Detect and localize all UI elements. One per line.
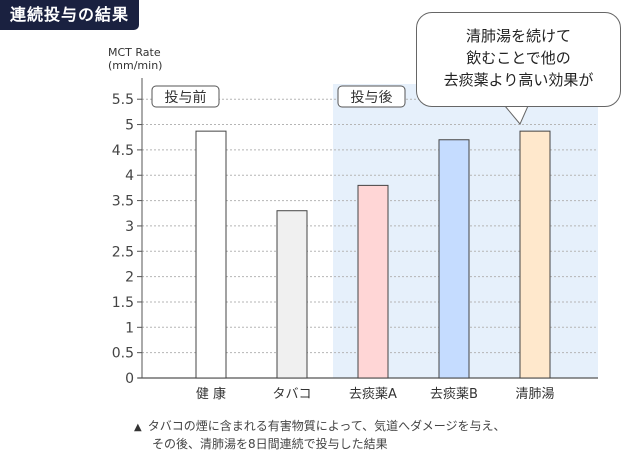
group-label-box-0	[151, 85, 220, 108]
y-tick-label-3: 1.5	[112, 295, 134, 311]
group-label-1: 投与後	[351, 90, 393, 106]
callout-bubble: 清肺湯を続けて 飲むことで他の 去痰薬より高い効果が	[416, 12, 621, 107]
callout-line-3: 去痰薬より高い効果が	[443, 71, 594, 89]
footnote: ▲ タバコの煙に含まれる有害物質によって、気道へダメージを与え、 その後、清肺湯を…	[134, 418, 506, 453]
group-label-0: 投与前	[165, 89, 207, 106]
bar-1	[276, 210, 308, 379]
x-tick-label-1: タバコ	[272, 387, 311, 402]
callout-line-2: 飲むことで他の	[466, 49, 571, 67]
group-label-box-1	[337, 85, 406, 108]
x-tick-label-4: 清肺湯	[515, 387, 554, 402]
y-tick-label-10: 5	[125, 118, 134, 134]
page-title: 連続投与の結果	[0, 0, 140, 30]
y-axis-label-line-2: (mm/min)	[108, 59, 162, 72]
y-tick-label-7: 3.5	[112, 194, 134, 210]
bar-0	[195, 130, 227, 379]
y-tick-label-9: 4.5	[112, 143, 134, 159]
callout-line-1: 清肺湯を続けて	[465, 27, 571, 45]
footnote-line-1: タバコの煙に含まれる有害物質によって、気道へダメージを与え、	[147, 419, 506, 433]
y-tick-label-1: 0.5	[112, 346, 134, 362]
bar-2	[357, 184, 389, 379]
footnote-line-2: その後、清肺湯を8日間連続で投与した結果	[152, 437, 388, 451]
y-tick-label-4: 2	[125, 270, 134, 286]
x-tick-label-0: 健 康	[196, 386, 226, 402]
y-axis-label-line-1: MCT Rate	[108, 46, 161, 59]
y-tick-label-11: 5.5	[112, 92, 134, 108]
x-tick-label-3: 去痰薬B	[430, 386, 478, 402]
y-tick-label-6: 3	[125, 219, 134, 235]
triangle-icon: ▲	[134, 422, 142, 433]
y-tick-label-0: 0	[125, 371, 134, 387]
y-tick-label-8: 4	[125, 168, 134, 184]
x-tick-label-2: 去痰薬A	[349, 386, 397, 402]
bar-3	[438, 139, 470, 379]
bar-4	[519, 130, 551, 379]
y-tick-label-5: 2.5	[112, 244, 134, 260]
y-tick-label-2: 1	[125, 320, 134, 336]
